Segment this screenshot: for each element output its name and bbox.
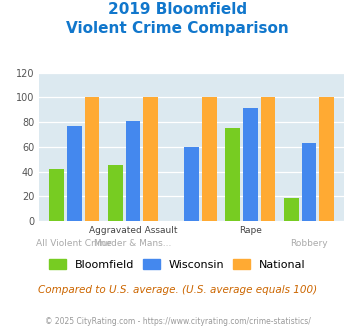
Bar (320, 97, 334, 221)
Bar (49, 169, 64, 221)
Bar (143, 97, 158, 221)
Text: Rape: Rape (239, 226, 262, 235)
Bar (84, 97, 99, 221)
Bar (261, 97, 275, 221)
Bar (202, 97, 217, 221)
Text: All Violent Crime: All Violent Crime (37, 239, 112, 248)
Text: Murder & Mans...: Murder & Mans... (94, 239, 172, 248)
Text: Violent Crime Comparison: Violent Crime Comparison (66, 21, 289, 36)
Bar (108, 165, 123, 221)
Bar (67, 126, 82, 221)
Text: © 2025 CityRating.com - https://www.cityrating.com/crime-statistics/: © 2025 CityRating.com - https://www.city… (45, 317, 310, 326)
Bar (302, 143, 316, 221)
Legend: Bloomfield, Wisconsin, National: Bloomfield, Wisconsin, National (45, 255, 310, 274)
Bar (225, 128, 240, 221)
Text: Compared to U.S. average. (U.S. average equals 100): Compared to U.S. average. (U.S. average … (38, 285, 317, 295)
Text: 2019 Bloomfield: 2019 Bloomfield (108, 2, 247, 16)
Text: Aggravated Assault: Aggravated Assault (89, 226, 177, 235)
Bar (284, 198, 299, 221)
Text: Robbery: Robbery (290, 239, 328, 248)
Bar (126, 121, 140, 221)
Bar (243, 109, 258, 221)
Bar (184, 147, 199, 221)
